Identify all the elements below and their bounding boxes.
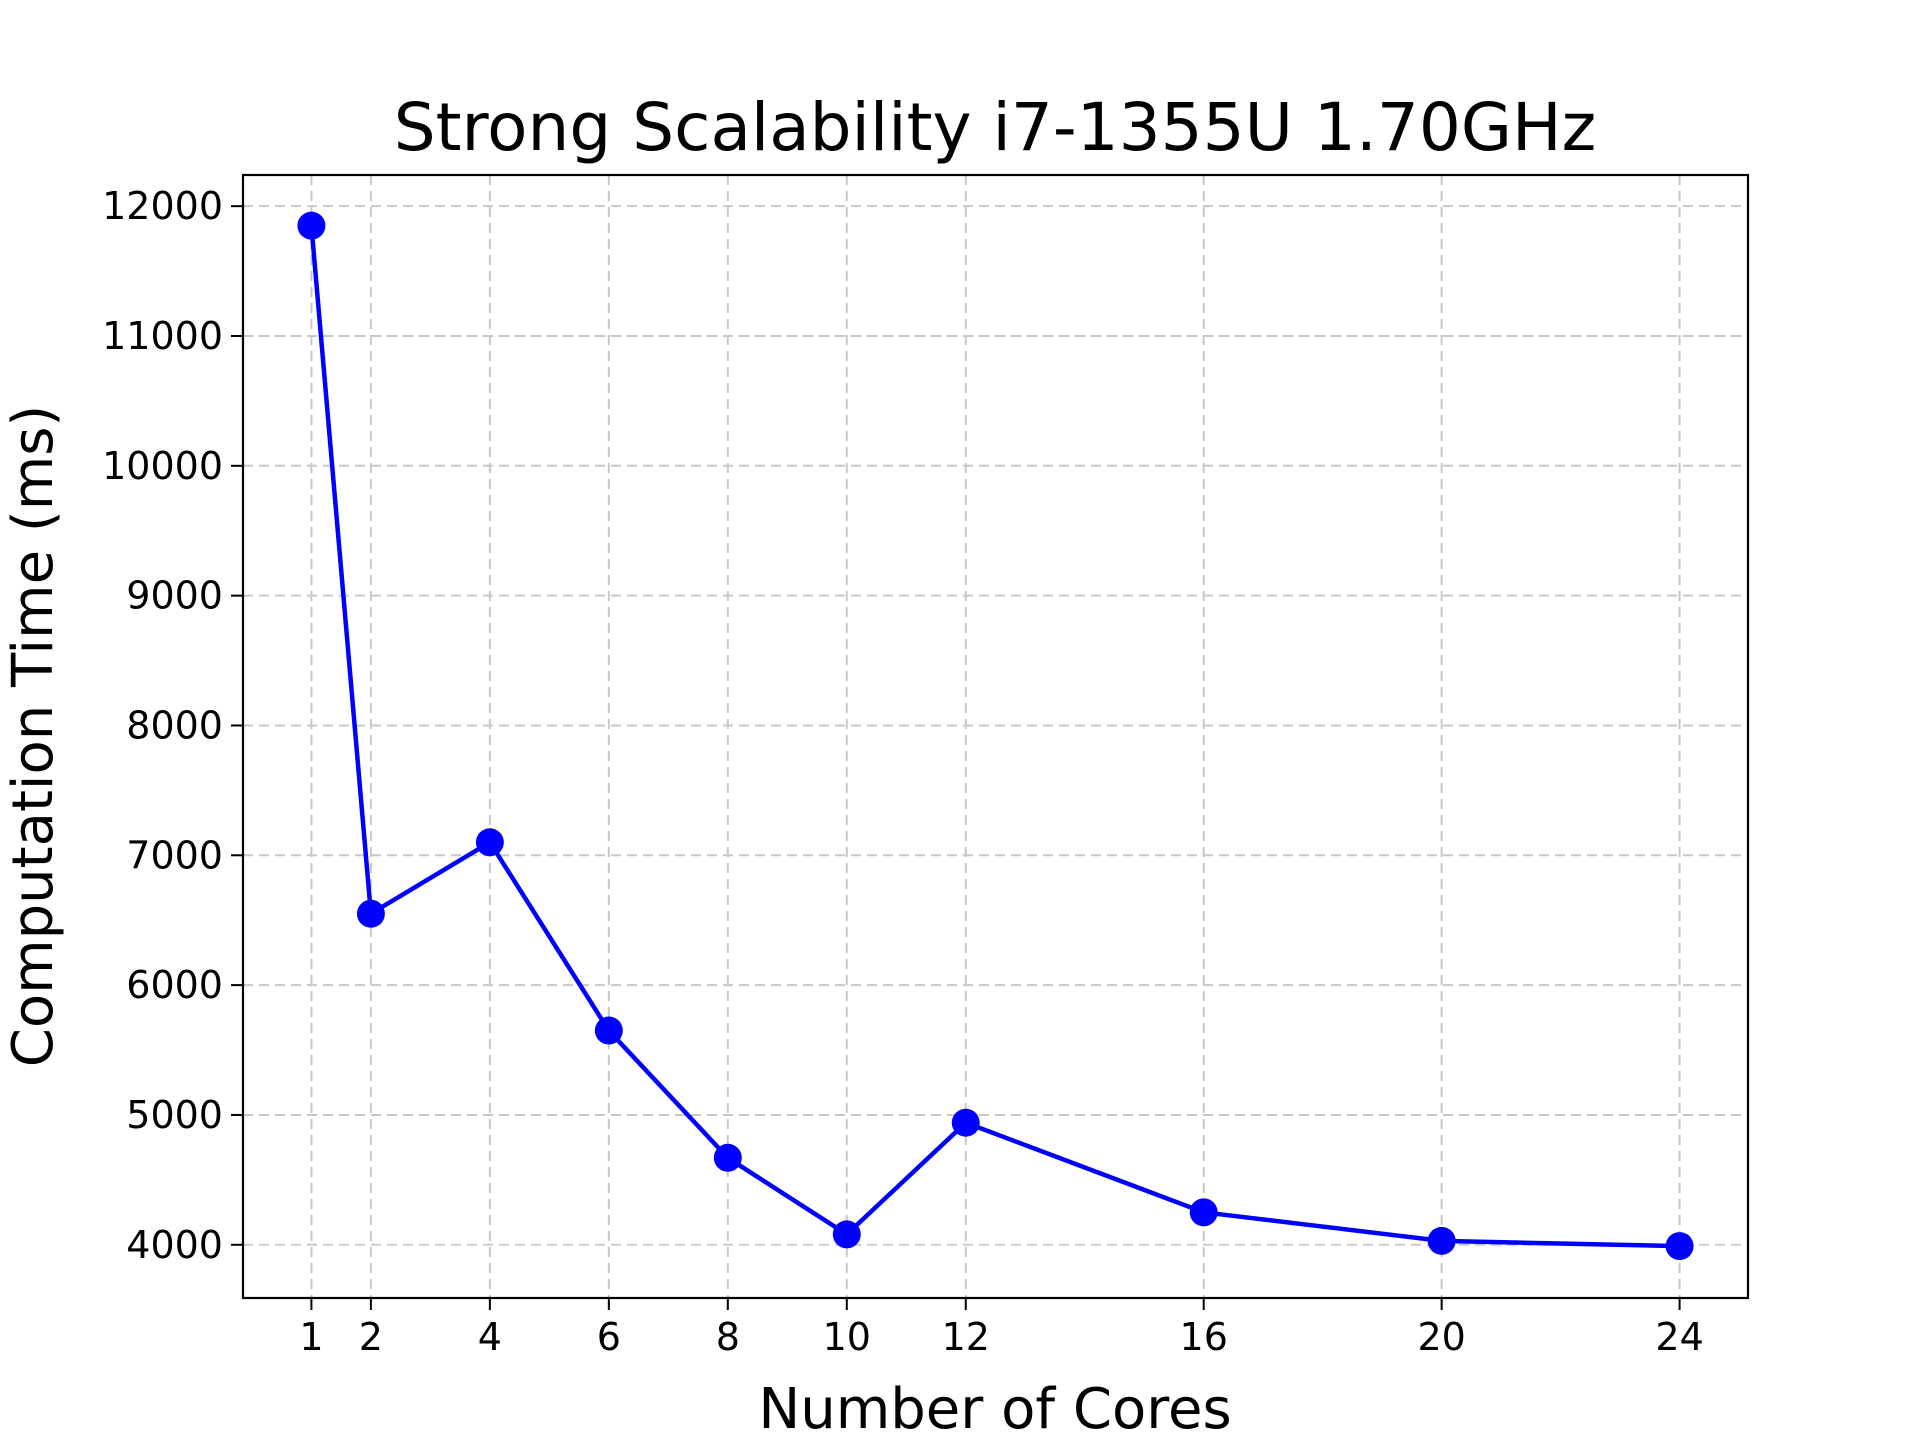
data-point xyxy=(1189,1198,1218,1227)
y-tick-label: 12000 xyxy=(102,184,223,228)
data-point xyxy=(951,1108,980,1137)
x-tick-label: 4 xyxy=(478,1315,502,1359)
data-series xyxy=(297,211,1694,1261)
plot-frame xyxy=(241,173,1750,1300)
y-tick-label: 9000 xyxy=(126,574,223,618)
x-tick-label: 20 xyxy=(1417,1315,1465,1359)
y-tick-label: 6000 xyxy=(126,963,223,1007)
y-tick-label: 7000 xyxy=(126,833,223,877)
y-tick-label: 4000 xyxy=(126,1223,223,1267)
x-tick-label: 6 xyxy=(597,1315,621,1359)
y-axis: 4000 5000 6000 7000 8000 9000 10000 11000 12000 xyxy=(102,184,243,1267)
data-point xyxy=(297,211,326,240)
y-tick-label: 11000 xyxy=(102,314,223,358)
data-point xyxy=(594,1016,623,1045)
chart-title: Strong Scalability i7-1355U 1.70GHz xyxy=(394,89,1597,166)
y-axis-title: Computation Time (ms) xyxy=(1,405,66,1068)
data-point xyxy=(356,899,385,928)
y-tick-label: 10000 xyxy=(102,444,223,488)
series-line xyxy=(309,225,1680,1249)
data-point xyxy=(475,828,504,857)
x-axis: 1 2 4 6 8 10 12 16 20 24 xyxy=(299,1298,1704,1359)
data-point xyxy=(1427,1226,1456,1255)
data-point xyxy=(713,1143,742,1172)
x-tick-label: 10 xyxy=(823,1315,871,1359)
x-tick-label: 12 xyxy=(942,1315,990,1359)
x-tick-label: 24 xyxy=(1655,1315,1703,1359)
y-tick-label: 5000 xyxy=(126,1093,223,1137)
data-point xyxy=(832,1220,861,1249)
x-tick-label: 8 xyxy=(716,1315,740,1359)
x-tick-label: 2 xyxy=(359,1315,383,1359)
y-tick-label: 8000 xyxy=(126,703,223,747)
x-tick-label: 1 xyxy=(299,1315,323,1359)
data-point xyxy=(1665,1232,1694,1261)
x-tick-label: 16 xyxy=(1180,1315,1228,1359)
x-axis-title: Number of Cores xyxy=(758,1377,1231,1440)
